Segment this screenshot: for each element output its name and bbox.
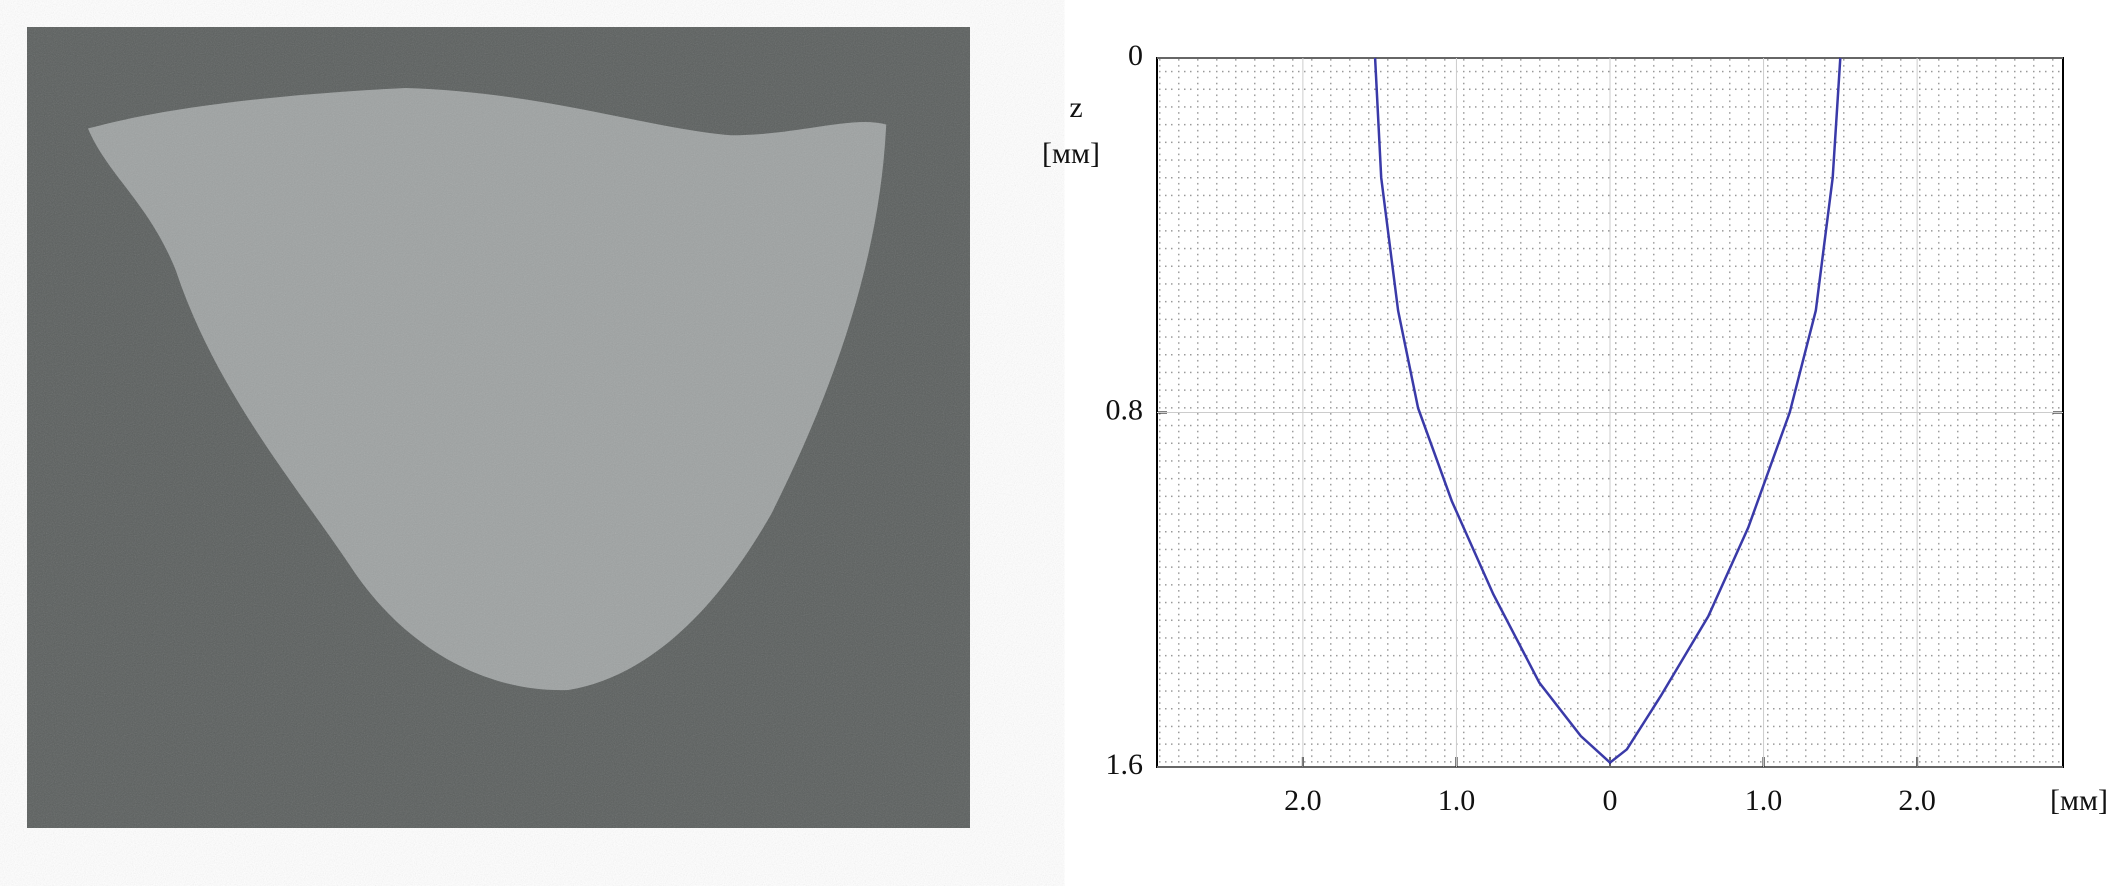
x-tick-label: 1.0 bbox=[1438, 784, 1476, 817]
x-tick-label: 1.0 bbox=[1745, 784, 1783, 817]
y-axis-unit: [мм] bbox=[1042, 137, 1100, 170]
y-tick-label: 0 bbox=[1128, 39, 1143, 72]
profile-line bbox=[1373, 57, 1842, 765]
x-tick-label: 0 bbox=[1603, 784, 1618, 817]
y-tick-label: 0.8 bbox=[1106, 393, 1144, 426]
x-tick-label: 2.0 bbox=[1898, 784, 1936, 817]
y-axis-label: z bbox=[1069, 91, 1082, 124]
y-tick-label: 1.6 bbox=[1106, 748, 1144, 781]
x-axis-unit: [мм] bbox=[2050, 784, 2108, 817]
x-tick-label: 2.0 bbox=[1284, 784, 1322, 817]
photo bbox=[27, 27, 970, 828]
